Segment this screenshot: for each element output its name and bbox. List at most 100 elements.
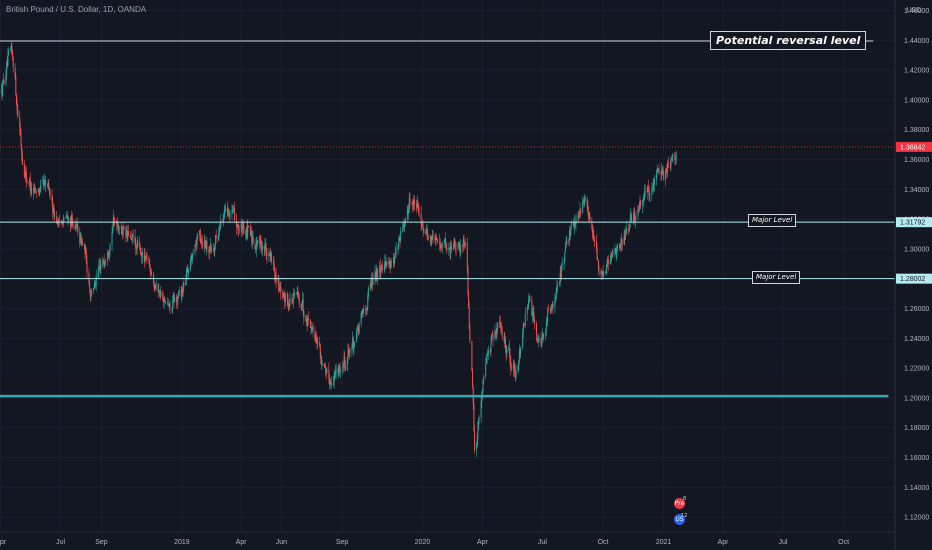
candle-body xyxy=(620,239,622,245)
candle-body xyxy=(99,264,101,267)
candle-body xyxy=(657,168,659,170)
candle-body xyxy=(412,203,414,206)
candle-body xyxy=(265,247,267,254)
event-marker-icon[interactable]: Pre xyxy=(674,498,685,509)
candle-body xyxy=(667,162,669,168)
candle-body xyxy=(332,382,334,385)
candle-body xyxy=(361,309,363,314)
potential-reversal-label[interactable]: Potential reversal level xyxy=(710,31,867,50)
major-level-label-1[interactable]: Major Level xyxy=(748,214,797,227)
candle-body xyxy=(448,248,450,250)
candle-body xyxy=(95,283,97,286)
price-tag-label: 1.31792 xyxy=(900,220,925,227)
candle-body xyxy=(331,383,333,385)
candle-body xyxy=(191,253,193,260)
candle-body xyxy=(583,202,585,205)
candle-body xyxy=(90,294,92,297)
candle-body xyxy=(478,418,480,421)
major-level-label-2[interactable]: Major Level xyxy=(752,271,801,284)
candle-body xyxy=(648,190,650,196)
candle-body xyxy=(653,179,655,186)
candle-body xyxy=(449,247,451,254)
candle-body xyxy=(481,393,483,402)
candle-body xyxy=(108,249,110,255)
candle-body xyxy=(524,325,526,326)
candle-body xyxy=(301,304,303,308)
candle-body xyxy=(245,229,247,237)
candle-body xyxy=(57,219,59,222)
candle-body xyxy=(234,208,236,221)
candle-body xyxy=(195,243,197,246)
candle-body xyxy=(121,226,123,233)
candle-body xyxy=(423,228,425,234)
candle-body xyxy=(93,285,95,288)
candle-body xyxy=(20,134,22,147)
candle-body xyxy=(310,327,312,328)
candle-body xyxy=(541,338,543,346)
candle-body xyxy=(358,325,360,334)
candle-body xyxy=(166,303,168,305)
candle-body xyxy=(426,229,428,234)
candle-body xyxy=(642,200,644,202)
candle-body xyxy=(458,241,460,250)
candle-body xyxy=(251,232,253,242)
candle-body xyxy=(569,230,571,236)
candle-body xyxy=(418,212,420,214)
candle-body xyxy=(60,221,62,223)
candle-body xyxy=(642,200,644,206)
candle-body xyxy=(75,224,77,229)
candle-body xyxy=(475,442,477,451)
candle-body xyxy=(91,290,93,295)
candle-body xyxy=(187,269,189,274)
level-price-tag xyxy=(896,217,932,228)
candle-body xyxy=(647,187,649,193)
candle-body xyxy=(240,223,242,230)
candle-body xyxy=(100,266,102,270)
y-tick-label: 1.18000 xyxy=(904,425,929,432)
candle-body xyxy=(564,251,566,261)
candle-body xyxy=(344,356,346,366)
candle-body xyxy=(523,324,525,326)
candle-body xyxy=(8,49,10,56)
candle-body xyxy=(150,271,152,273)
candle-body xyxy=(587,206,589,213)
event-flag-icon[interactable]: US xyxy=(674,514,685,525)
candle-body xyxy=(116,224,118,226)
candle-body xyxy=(591,228,593,233)
candle-body xyxy=(7,55,9,67)
candle-body xyxy=(379,265,381,273)
symbol-title[interactable]: British Pound / U.S. Dollar, 1D, OANDA xyxy=(6,5,147,14)
candle-body xyxy=(63,218,65,221)
candle-body xyxy=(582,202,584,213)
candle-body xyxy=(15,77,17,96)
candle-body xyxy=(518,361,520,367)
candle-body xyxy=(338,371,340,374)
candle-body xyxy=(582,202,584,203)
candle-body xyxy=(319,342,321,346)
candle-body xyxy=(264,242,266,250)
candle-body xyxy=(543,334,545,337)
candle-body xyxy=(601,273,603,275)
x-tick-label: Apr xyxy=(236,539,248,546)
candle-body xyxy=(168,303,170,306)
candle-body xyxy=(146,257,148,259)
candle-body xyxy=(83,244,85,246)
candle-body xyxy=(634,217,636,222)
candle-body xyxy=(455,248,457,249)
candle-body xyxy=(153,283,155,286)
candle-body xyxy=(416,202,418,207)
candle-body xyxy=(283,292,285,295)
candle-body xyxy=(503,336,505,342)
candle-body xyxy=(108,254,110,256)
candle-body xyxy=(155,286,157,289)
candle-body xyxy=(43,185,45,186)
y-tick-label: 1.30000 xyxy=(904,246,929,253)
candle-body xyxy=(74,225,76,229)
candle-body xyxy=(329,384,331,385)
candle-body xyxy=(259,236,261,244)
candle-body xyxy=(492,334,494,340)
candle-body xyxy=(620,244,622,249)
candle-body xyxy=(536,334,538,341)
